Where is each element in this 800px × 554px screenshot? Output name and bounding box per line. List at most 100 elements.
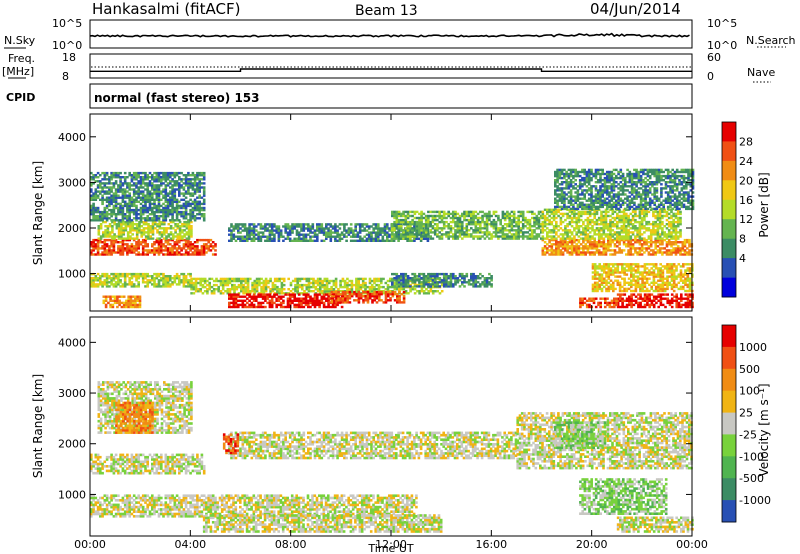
power-cell — [602, 241, 606, 244]
power-cell — [94, 245, 98, 248]
power-cell — [341, 277, 345, 281]
power-cell — [270, 301, 274, 305]
power-cell — [470, 210, 473, 214]
power-cell — [629, 251, 633, 254]
power-cell — [96, 215, 100, 218]
power-cell — [429, 223, 432, 226]
power-cell — [391, 293, 395, 296]
power-cell — [286, 293, 290, 296]
power-cell — [424, 227, 428, 230]
power-cell — [183, 225, 186, 228]
power-cell — [337, 295, 340, 298]
power-cell — [175, 210, 179, 214]
power-cell — [131, 299, 135, 302]
power-cell — [497, 235, 500, 238]
power-cell — [325, 233, 328, 236]
power-cell — [344, 290, 347, 294]
power-cell — [234, 225, 238, 228]
power-cell — [148, 182, 152, 185]
power-cell — [515, 235, 518, 238]
power-cell — [128, 238, 131, 242]
power-cell — [171, 188, 174, 191]
power-cell — [173, 245, 177, 248]
power-cell — [189, 275, 192, 278]
power-cell — [388, 235, 391, 238]
power-cell — [92, 208, 95, 212]
power-cell — [162, 285, 165, 288]
power-cell — [135, 249, 138, 252]
power-cell — [397, 279, 401, 282]
power-cell — [386, 283, 390, 287]
power-cell — [246, 283, 250, 287]
power-cell — [604, 247, 608, 250]
power-cell — [499, 223, 502, 226]
power-cell — [350, 285, 354, 289]
power-cell — [557, 247, 560, 250]
power-cell — [397, 223, 400, 226]
power-cell — [110, 196, 113, 199]
power-cell — [264, 305, 267, 309]
power-cell — [180, 210, 183, 214]
power-cell — [494, 235, 498, 238]
power-cell — [463, 216, 466, 220]
power-cell — [157, 238, 161, 242]
power-cell — [103, 247, 107, 250]
power-cell — [485, 216, 489, 220]
power-cell — [94, 190, 98, 193]
power-cell — [604, 218, 608, 222]
power-cell — [106, 227, 110, 230]
power-cell — [568, 235, 572, 238]
power-cell — [99, 238, 102, 242]
power-cell — [316, 279, 320, 283]
power-cell — [241, 305, 245, 309]
power-cell — [131, 301, 135, 305]
power-cell — [479, 229, 482, 232]
power-cell — [397, 239, 400, 242]
power-cell — [135, 213, 138, 216]
power-cell — [124, 229, 128, 232]
power-cell — [533, 237, 536, 240]
power-cell — [203, 281, 207, 285]
power-cell — [132, 285, 136, 288]
power-cell — [96, 196, 100, 199]
power-cell — [284, 223, 287, 226]
power-cell — [135, 245, 138, 248]
power-cell — [593, 231, 596, 234]
power-cell — [557, 229, 560, 232]
power-cell — [144, 188, 147, 191]
power-cell — [137, 180, 140, 183]
power-cell — [409, 214, 412, 218]
power-cell — [540, 210, 543, 214]
power-cell — [395, 214, 399, 218]
power-cell — [349, 223, 353, 226]
power-cell — [497, 237, 500, 240]
power-cell — [130, 283, 134, 286]
power-cell — [300, 297, 303, 300]
power-cell — [620, 231, 624, 234]
power-cell — [307, 223, 310, 226]
power-cell — [130, 277, 134, 280]
power-cell — [616, 237, 619, 240]
power-cell — [252, 297, 256, 300]
power-cell — [157, 200, 161, 203]
power-cell — [114, 171, 118, 175]
power-cell — [566, 231, 569, 234]
power-cell — [123, 238, 127, 242]
power-cell — [202, 206, 206, 210]
power-cell — [488, 233, 491, 236]
power-cell — [537, 218, 541, 222]
power-cell — [187, 186, 190, 189]
power-cell — [577, 245, 581, 248]
power-cell — [467, 212, 471, 216]
power-cell — [397, 218, 401, 222]
power-cell — [350, 281, 354, 285]
power-cell — [393, 290, 397, 294]
power-cell — [127, 301, 130, 305]
power-cell — [108, 249, 111, 252]
power-cell — [393, 237, 396, 240]
power-cell — [361, 277, 365, 281]
power-cell — [148, 200, 152, 203]
power-cell — [175, 241, 179, 244]
power-cell — [268, 295, 272, 298]
power-cell — [313, 293, 317, 296]
